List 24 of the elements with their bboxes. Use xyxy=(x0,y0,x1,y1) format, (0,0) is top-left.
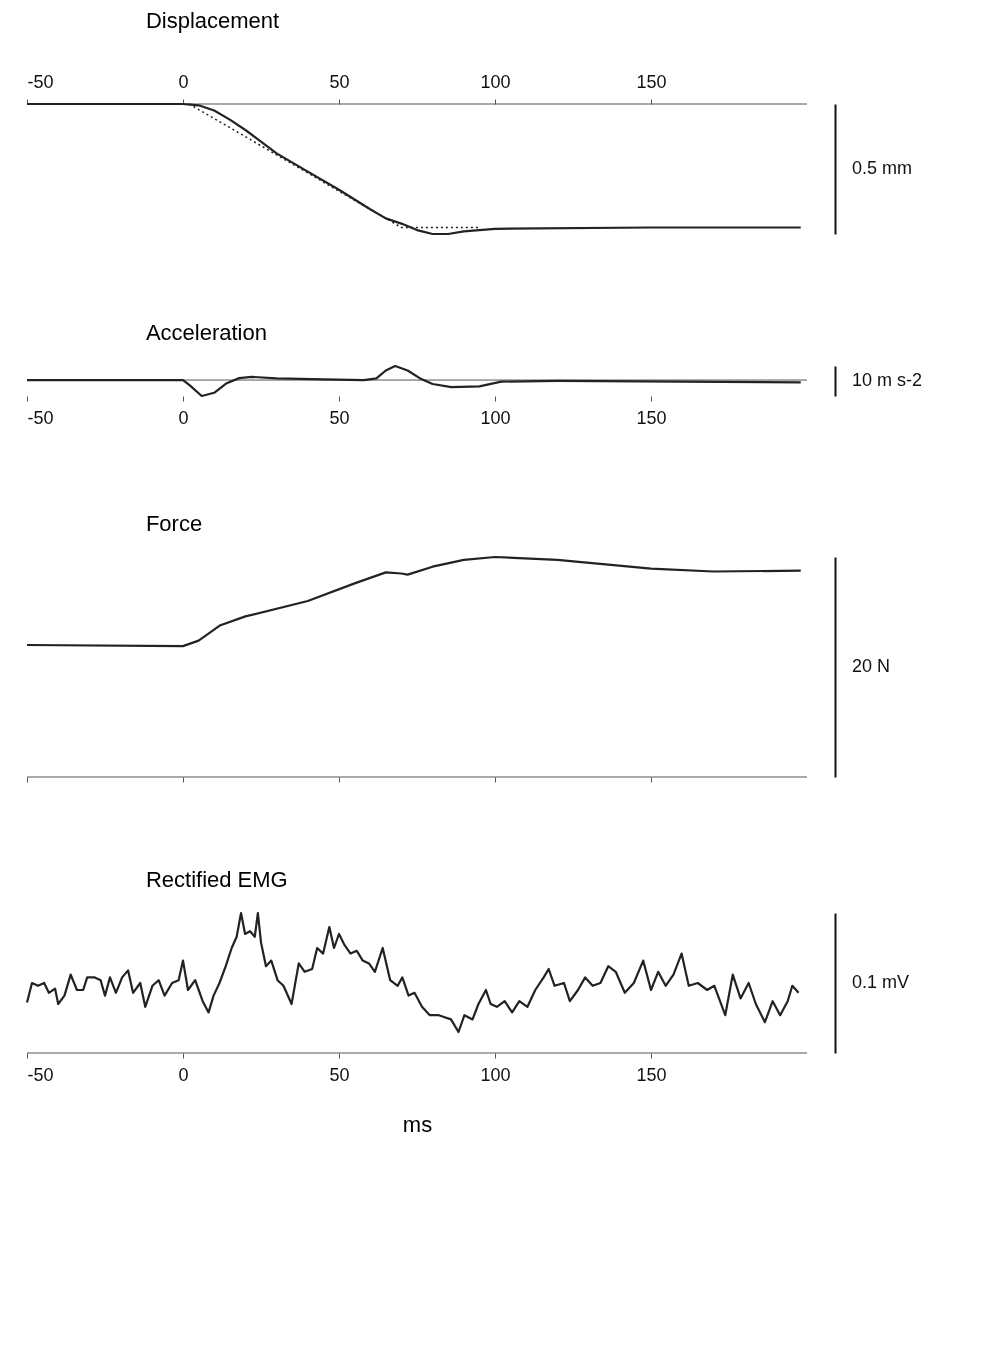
y-axis-title: 10 m s-2 xyxy=(852,370,923,390)
x-tick-label: -50 xyxy=(27,407,54,428)
x-tick-label: 150 xyxy=(636,407,667,428)
x-tick-label: 150 xyxy=(636,71,667,92)
x-tick-label: 50 xyxy=(329,71,350,92)
x-axis-title: ms xyxy=(402,1111,433,1137)
chart-title: Rectified EMG xyxy=(145,866,288,892)
chart-title: Acceleration xyxy=(145,319,267,345)
x-tick-label: -50 xyxy=(27,1064,54,1085)
x-tick-label: 0 xyxy=(178,71,189,92)
y-axis-title: 20 N xyxy=(852,656,891,676)
x-tick-label: 100 xyxy=(480,407,511,428)
x-tick-label: 0 xyxy=(178,407,189,428)
chart-title: Force xyxy=(145,510,203,536)
y-axis-title: 0.5 mm xyxy=(852,158,913,178)
y-axis-title: 0.1 mV xyxy=(852,972,910,992)
x-tick-label: 50 xyxy=(329,1064,350,1085)
x-tick-label: -50 xyxy=(27,71,54,92)
chart-title: Displacement xyxy=(145,8,280,33)
x-tick-label: 150 xyxy=(636,1064,667,1085)
x-tick-label: 100 xyxy=(480,1064,511,1085)
x-tick-label: 100 xyxy=(480,71,511,92)
x-tick-label: 0 xyxy=(178,1064,189,1085)
x-tick-label: 50 xyxy=(329,407,350,428)
